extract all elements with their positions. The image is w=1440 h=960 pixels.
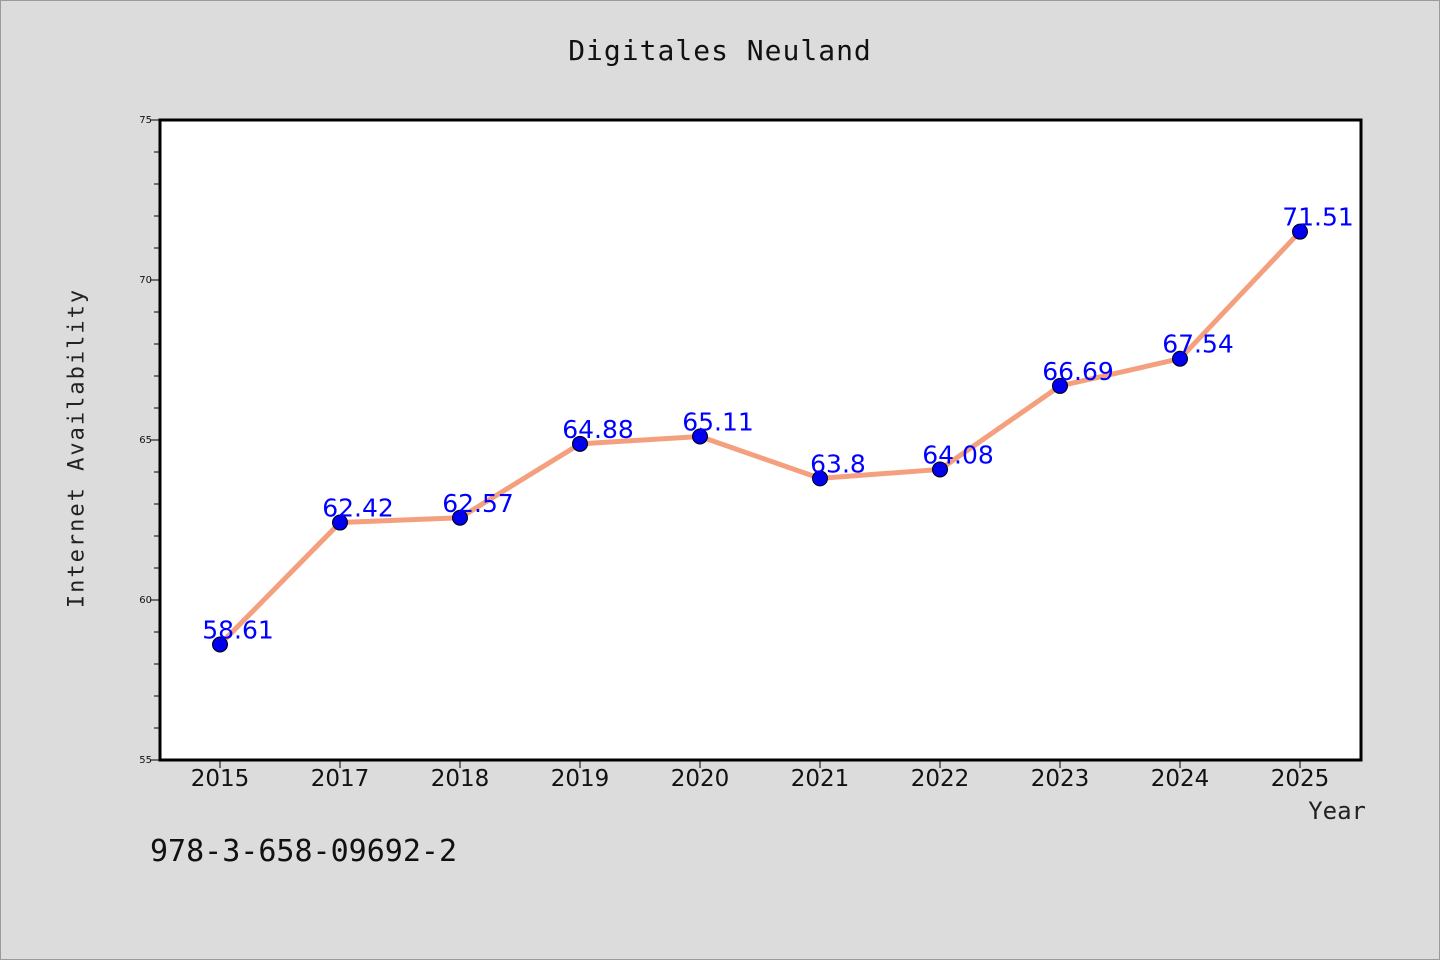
data-label: 71.51: [1282, 203, 1354, 232]
data-label: 65.11: [682, 407, 754, 436]
y-tick-label: 55: [139, 755, 152, 766]
data-point: [1172, 350, 1188, 367]
data-point: [452, 509, 468, 526]
data-point: [332, 514, 348, 531]
data-label: 62.42: [322, 494, 394, 523]
data-point: [1292, 223, 1308, 240]
data-point: [1052, 377, 1068, 394]
data-point: [932, 461, 948, 478]
footer-identifier: 978-3-658-09692-2: [150, 834, 458, 869]
plot-area: [158, 118, 1363, 762]
x-tick-label: 2015: [191, 766, 250, 792]
x-tick-label: 2023: [1031, 766, 1090, 792]
x-tick-label: 2020: [671, 766, 730, 792]
data-point: [692, 428, 708, 445]
x-tick-label: 2019: [551, 766, 610, 792]
data-point: [812, 470, 828, 487]
y-tick-label: 65: [139, 435, 152, 446]
x-tick-label: 2018: [431, 766, 490, 792]
x-tick-label: 2021: [791, 766, 850, 792]
x-tick-label: 2017: [311, 766, 370, 792]
data-label: 67.54: [1162, 330, 1234, 359]
series-line: [217, 229, 1303, 647]
y-tick-label: 75: [139, 115, 152, 126]
data-point: [572, 435, 588, 452]
x-tick-label: 2022: [911, 766, 970, 792]
chart-title: Digitales Neuland: [568, 34, 872, 67]
data-label: 63.8: [810, 449, 866, 478]
data-label: 58.61: [202, 615, 274, 644]
x-tick-label: 2024: [1151, 766, 1210, 792]
data-label: 62.57: [442, 489, 514, 518]
data-label: 64.08: [922, 440, 994, 469]
y-tick-label: 70: [139, 275, 152, 286]
y-tick-label: 60: [139, 595, 152, 606]
data-label: 66.69: [1042, 357, 1114, 386]
data-label: 64.88: [562, 415, 634, 444]
data-point: [212, 636, 228, 653]
x-axis-label: Year: [1308, 797, 1366, 825]
x-tick-label: 2025: [1271, 766, 1330, 792]
